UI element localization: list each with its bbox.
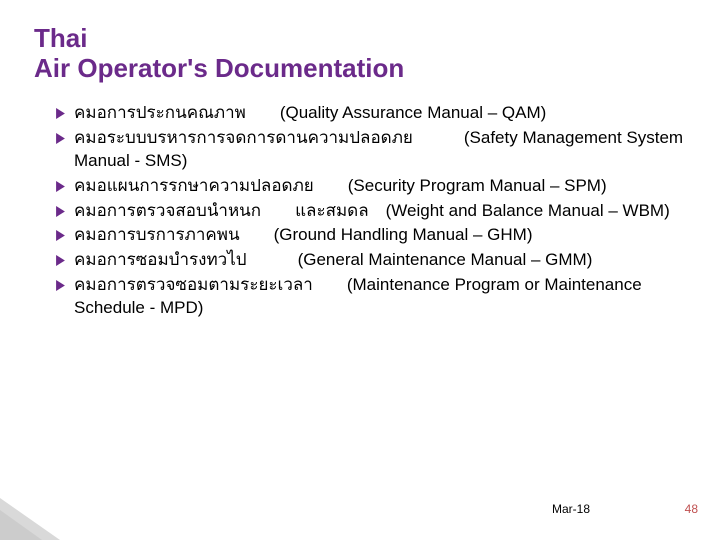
triangle-bullet-icon <box>56 230 74 241</box>
list-item-text: คมอการซอมบำรงทวไป (General Maintenance M… <box>74 249 686 272</box>
title-line-1: Thai <box>34 24 686 54</box>
list-item: คมอการตรวจสอบนำหนก และสมดล (Weight and B… <box>56 200 686 223</box>
triangle-bullet-icon <box>56 181 74 192</box>
list-item: คมอการบรการภาคพน (Ground Handling Manual… <box>56 224 686 247</box>
list-item: คมอการประกนคณภาพ (Quality Assurance Manu… <box>56 102 686 125</box>
bullet-list: คมอการประกนคณภาพ (Quality Assurance Manu… <box>56 102 686 320</box>
triangle-bullet-icon <box>56 206 74 217</box>
slide-title: Thai Air Operator's Documentation <box>34 24 686 84</box>
triangle-bullet-icon <box>56 255 74 266</box>
list-item-text: คมอการประกนคณภาพ (Quality Assurance Manu… <box>74 102 686 125</box>
list-item-text: คมอการตรวจซอมตามระยะเวลา (Maintenance Pr… <box>74 274 686 320</box>
list-item: คมอแผนการรกษาความปลอดภย (Security Progra… <box>56 175 686 198</box>
title-line-2: Air Operator's Documentation <box>34 54 686 84</box>
list-item-text: คมอแผนการรกษาความปลอดภย (Security Progra… <box>74 175 686 198</box>
triangle-bullet-icon <box>56 133 74 144</box>
footer-page-number: 48 <box>685 502 698 516</box>
list-item-text: คมอระบบบรหารการจดการดานความปลอดภย (Safet… <box>74 127 686 173</box>
slide: Thai Air Operator's Documentation คมอการ… <box>0 0 720 540</box>
triangle-bullet-icon <box>56 280 74 291</box>
list-item-text: คมอการบรการภาคพน (Ground Handling Manual… <box>74 224 686 247</box>
footer-date: Mar-18 <box>552 502 590 516</box>
list-item-text: คมอการตรวจสอบนำหนก และสมดล (Weight and B… <box>74 200 686 223</box>
list-item: คมอการตรวจซอมตามระยะเวลา (Maintenance Pr… <box>56 274 686 320</box>
list-item: คมอระบบบรหารการจดการดานความปลอดภย (Safet… <box>56 127 686 173</box>
list-item: คมอการซอมบำรงทวไป (General Maintenance M… <box>56 249 686 272</box>
triangle-bullet-icon <box>56 108 74 119</box>
corner-decoration-inner <box>0 510 42 540</box>
